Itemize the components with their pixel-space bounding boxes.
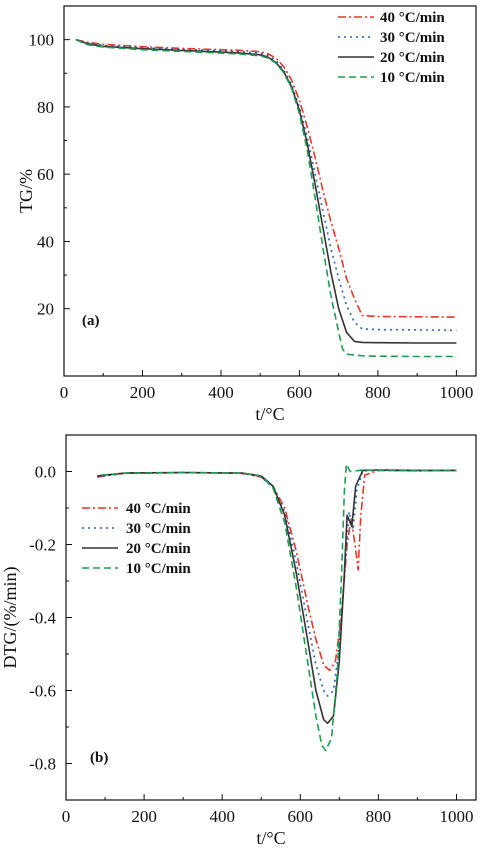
plot-frame (65, 434, 477, 801)
y-tick-label: -0.8 (29, 755, 56, 774)
series-line (97, 469, 457, 725)
y-tick-label: 0.0 (35, 463, 56, 482)
x-tick-label: 0 (62, 807, 71, 826)
x-tick-label: 1000 (439, 807, 473, 826)
legend-entry: 40 °C/min (126, 501, 191, 517)
y-axis-label: DTG/(%/min) (0, 567, 21, 669)
series-line (75, 38, 457, 318)
y-tick-label: 80 (37, 98, 54, 117)
y-axis-label: TG/% (16, 169, 36, 213)
x-tick-label: 600 (288, 807, 314, 826)
legend-entry: 30 °C/min (380, 30, 445, 46)
panel-label: (b) (90, 750, 108, 766)
legend-entry: 40 °C/min (380, 10, 445, 26)
x-tick-label: 0 (60, 383, 69, 402)
panel-a-tg-chart: 0 200 400 600 800 1000 20 40 60 80 100 t/°C TG/% 40 °… (16, 5, 477, 424)
x-tick-label: 200 (130, 383, 156, 402)
panel-b-dtg-chart: 0 200 400 600 800 1000 0.0 -0.2 -0.4 -0.6 -0.8 t/°C… (0, 434, 477, 848)
x-axis-label: t/°C (255, 404, 284, 424)
series-line (75, 38, 457, 358)
legend-entry: 20 °C/min (380, 50, 445, 66)
y-tick-label: 40 (37, 232, 54, 251)
x-tick-label: 400 (209, 807, 235, 826)
y-tick-label: 20 (37, 300, 54, 319)
legend-entry: 30 °C/min (126, 521, 191, 537)
plot-frame (63, 5, 477, 377)
legend-entry: 10 °C/min (126, 561, 191, 577)
legend-entry: 20 °C/min (126, 541, 191, 557)
panel-label: (a) (82, 313, 100, 329)
y-tick-label: -0.6 (29, 682, 56, 701)
x-tick-label: 800 (365, 383, 391, 402)
y-tick-label: 100 (29, 31, 55, 50)
x-tick-label: 200 (131, 807, 157, 826)
legend-entry: 10 °C/min (380, 70, 445, 86)
x-tick-label: 800 (366, 807, 392, 826)
y-tick-label: -0.4 (29, 609, 56, 628)
series-line (97, 469, 457, 672)
x-tick-label: 600 (287, 383, 313, 402)
y-tick-label: -0.2 (29, 536, 56, 555)
series-line (101, 463, 457, 752)
x-tick-label: 400 (208, 383, 234, 402)
x-axis-label: t/°C (256, 828, 285, 848)
x-tick-label: 1000 (439, 383, 473, 402)
y-tick-label: 60 (37, 165, 54, 184)
